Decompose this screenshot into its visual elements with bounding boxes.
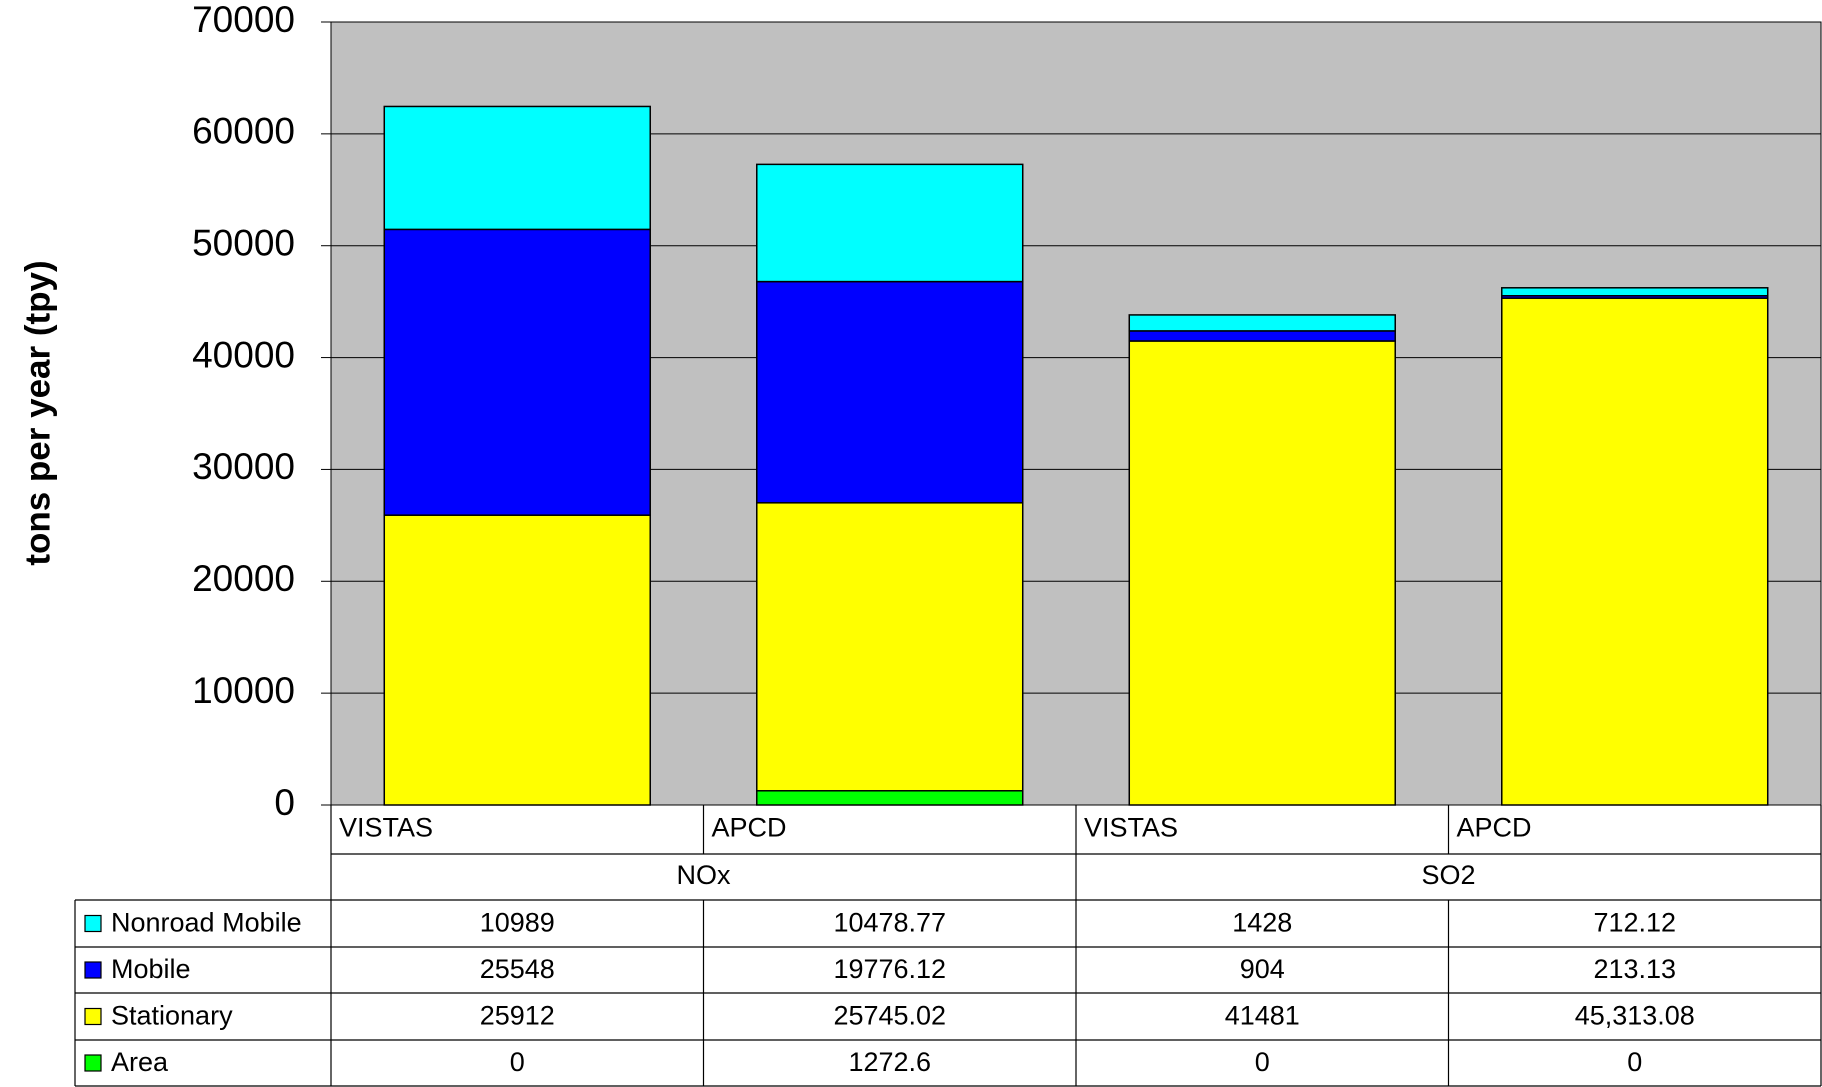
bar-segment: [756, 280, 1024, 504]
bar-segment: [1128, 340, 1396, 806]
table-value: 0: [510, 1047, 525, 1077]
table-value: 10478.77: [833, 908, 946, 938]
bar-segment: [1501, 287, 1769, 297]
legend-label: Mobile: [111, 954, 191, 984]
table-value: 25548: [480, 954, 555, 984]
table-value: 25745.02: [833, 1001, 946, 1031]
bar-segment: [756, 502, 1024, 792]
y-tick-label: 20000: [192, 558, 295, 599]
y-tick-label: 50000: [192, 222, 295, 263]
legend-swatch: [84, 1007, 102, 1026]
bar-segment: [756, 790, 1024, 806]
table-value: 712.12: [1593, 908, 1676, 938]
table-value: 19776.12: [833, 954, 946, 984]
legend-swatch: [84, 914, 102, 933]
category-label: VISTAS: [1084, 813, 1178, 843]
legend-label: Nonroad Mobile: [111, 908, 302, 938]
legend-label: Stationary: [111, 1001, 233, 1031]
y-tick-label: 60000: [192, 111, 295, 152]
legend-swatch: [84, 961, 102, 979]
bar-segment: [383, 105, 651, 231]
bar-segment: [1128, 314, 1396, 332]
category-label: VISTAS: [339, 813, 433, 843]
table-value: 10989: [480, 908, 555, 938]
legend-label: Area: [111, 1047, 169, 1077]
table-value: 1272.6: [848, 1047, 931, 1077]
category-label: APCD: [712, 813, 787, 843]
table-value: 0: [1627, 1047, 1642, 1077]
bar-segment: [1501, 297, 1769, 806]
table-value: 1428: [1232, 908, 1292, 938]
table-value: 0: [1255, 1047, 1270, 1077]
table-value: 41481: [1225, 1001, 1300, 1031]
group-label: NOx: [677, 860, 732, 890]
y-tick-label: 0: [274, 782, 295, 823]
bar-segment: [383, 514, 651, 806]
y-tick-label: 10000: [192, 670, 295, 711]
table-value: 25912: [480, 1001, 555, 1031]
table-value: 45,313.08: [1575, 1001, 1695, 1031]
bar-segment: [756, 163, 1024, 283]
y-axis-label: tons per year (tpy): [18, 260, 57, 565]
bar-segment: [1128, 330, 1396, 342]
table-value: 213.13: [1593, 954, 1676, 984]
bar-segment: [383, 228, 651, 516]
y-tick-label: 30000: [192, 446, 295, 487]
table-value: 904: [1240, 954, 1285, 984]
y-tick-label: 70000: [192, 0, 295, 40]
group-label: SO2: [1421, 860, 1475, 890]
category-label: APCD: [1457, 813, 1532, 843]
legend-swatch: [84, 1054, 102, 1072]
y-tick-label: 40000: [192, 334, 295, 375]
